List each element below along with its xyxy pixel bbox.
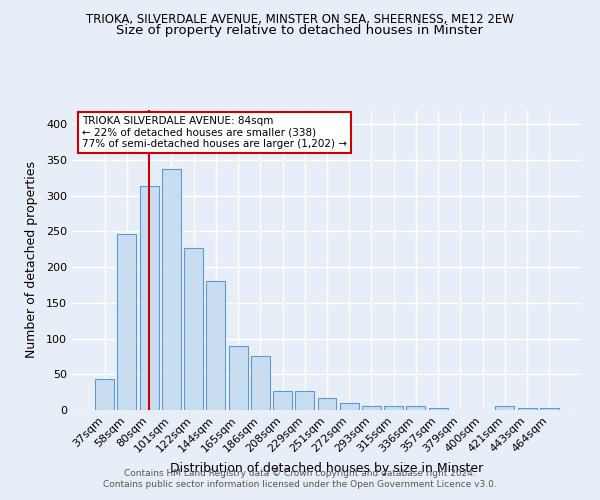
Y-axis label: Number of detached properties: Number of detached properties — [25, 162, 38, 358]
Bar — [95, 380, 114, 410]
Bar — [118, 234, 136, 410]
Text: TRIOKA SILVERDALE AVENUE: 84sqm
← 22% of detached houses are smaller (338)
77% o: TRIOKA SILVERDALE AVENUE: 84sqm ← 22% of… — [82, 116, 347, 149]
Text: Contains public sector information licensed under the Open Government Licence v3: Contains public sector information licen… — [103, 480, 497, 489]
Text: Contains HM Land Registry data © Crown copyright and database right 2024.: Contains HM Land Registry data © Crown c… — [124, 468, 476, 477]
Bar — [273, 390, 292, 410]
Bar — [540, 408, 559, 410]
Text: Size of property relative to detached houses in Minster: Size of property relative to detached ho… — [116, 24, 484, 37]
Bar — [496, 406, 514, 410]
Bar — [140, 186, 158, 410]
Bar — [162, 168, 181, 410]
Bar — [317, 398, 337, 410]
Bar — [429, 408, 448, 410]
Bar — [362, 406, 381, 410]
Bar — [295, 390, 314, 410]
Bar — [229, 346, 248, 410]
Bar — [384, 406, 403, 410]
Bar — [206, 282, 225, 410]
Bar — [340, 403, 359, 410]
Bar — [251, 356, 270, 410]
X-axis label: Distribution of detached houses by size in Minster: Distribution of detached houses by size … — [170, 462, 484, 475]
Bar — [184, 248, 203, 410]
Bar — [406, 406, 425, 410]
Text: TRIOKA, SILVERDALE AVENUE, MINSTER ON SEA, SHEERNESS, ME12 2EW: TRIOKA, SILVERDALE AVENUE, MINSTER ON SE… — [86, 12, 514, 26]
Bar — [518, 408, 536, 410]
